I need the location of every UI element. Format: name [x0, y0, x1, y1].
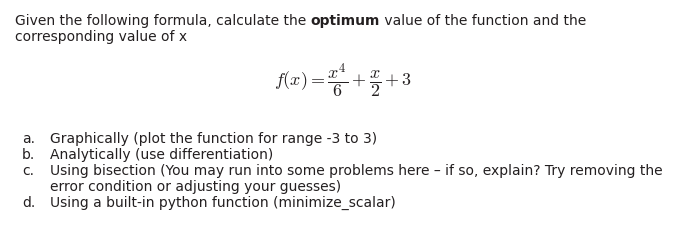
Text: a.: a. [22, 132, 35, 146]
Text: Graphically (plot the function for range -3 to 3): Graphically (plot the function for range… [50, 132, 377, 146]
Text: Given the following formula, calculate the: Given the following formula, calculate t… [15, 14, 311, 28]
Text: Analytically (use differentiation): Analytically (use differentiation) [50, 148, 273, 162]
Text: Using bisection (You may run into some problems here – if so, explain? Try remov: Using bisection (You may run into some p… [50, 164, 663, 178]
Text: $f(x) = \dfrac{x^4}{6} + \dfrac{x}{2} + 3$: $f(x) = \dfrac{x^4}{6} + \dfrac{x}{2} + … [274, 62, 413, 100]
Text: d.: d. [22, 196, 35, 210]
Text: optimum: optimum [311, 14, 380, 28]
Text: c.: c. [22, 164, 34, 178]
Text: Using a built-in python function (minimize_scalar): Using a built-in python function (minimi… [50, 196, 396, 210]
Text: corresponding value of x: corresponding value of x [15, 30, 187, 44]
Text: value of the function and the: value of the function and the [380, 14, 586, 28]
Text: b.: b. [22, 148, 35, 162]
Text: error condition or adjusting your guesses): error condition or adjusting your guesse… [50, 180, 341, 194]
